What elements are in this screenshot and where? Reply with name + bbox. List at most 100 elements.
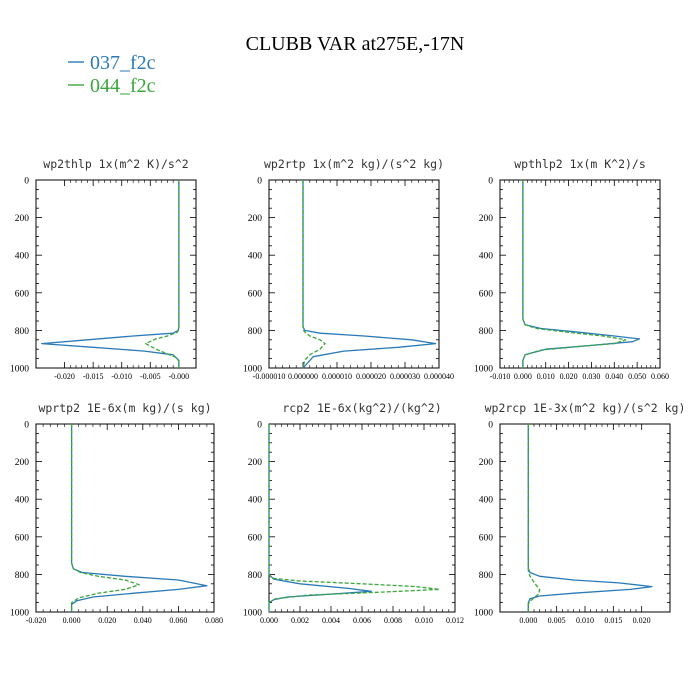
series-line-044_f2c xyxy=(268,424,441,612)
x-tick-label: -0.020 xyxy=(26,616,47,625)
y-tick-label: 800 xyxy=(248,571,263,581)
y-tick-label: 200 xyxy=(248,458,263,468)
y-tick-label: 1000 xyxy=(243,365,262,375)
y-tick-label: 400 xyxy=(15,252,30,262)
y-tick-label: 0 xyxy=(257,177,262,187)
x-tick-label: -0.010 xyxy=(111,372,132,381)
panel-title: wprtp2 1E-6x(m kg)/(s kg) xyxy=(38,401,211,415)
series-line-037_f2c xyxy=(302,180,437,369)
x-tick-label: 0.060 xyxy=(651,372,669,381)
panel-title: rcp2 1E-6x(kg^2)/(kg^2) xyxy=(282,401,441,415)
x-tick-label: 0.050 xyxy=(628,372,646,381)
y-tick-label: 400 xyxy=(15,496,30,506)
series-line-037_f2c xyxy=(70,424,208,612)
x-tick-label: 0.010 xyxy=(576,616,594,625)
x-tick-label: 0.000000 xyxy=(288,372,318,381)
x-tick-label: 0.020 xyxy=(98,616,116,625)
y-tick-label: 400 xyxy=(479,252,494,262)
panel-title: wp2rcp 1E-3x(m^2 kg)/(s^2 kg) xyxy=(485,401,686,415)
x-tick-label: 0.030 xyxy=(582,372,600,381)
y-tick-label: 200 xyxy=(479,458,494,468)
x-tick-label: 0.010 xyxy=(537,372,555,381)
series-line-044_f2c xyxy=(145,180,180,368)
x-tick-label: 0.000 xyxy=(63,616,81,625)
x-tick-label: 0.080 xyxy=(205,616,223,625)
panel-5: wp2rcp 1E-3x(m^2 kg)/(s^2 kg) 0 200 400 600 8… xyxy=(474,401,685,625)
x-tick-label: 0.004 xyxy=(322,616,340,625)
y-tick-label: 0 xyxy=(24,421,29,431)
panel-4: rcp2 1E-6x(kg^2)/(kg^2) 0 200 400 600 800 1000… xyxy=(243,401,464,625)
series-line-044_f2c xyxy=(70,424,140,612)
x-tick-label: -0.020 xyxy=(54,372,75,381)
x-tick-label: -0.000010 xyxy=(253,372,286,381)
panel-title: wp2rtp 1x(m^2 kg)/(s^2 kg) xyxy=(264,157,444,171)
y-tick-label: 800 xyxy=(479,327,494,337)
x-tick-label: 0.020 xyxy=(633,616,651,625)
figure-title: CLUBB VAR at275E,-17N xyxy=(246,33,465,55)
y-tick-label: 400 xyxy=(479,496,494,506)
x-tick-label: 0.040 xyxy=(134,616,152,625)
x-tick-label: 0.000 xyxy=(519,616,537,625)
x-tick-label: 0.000030 xyxy=(390,372,420,381)
y-tick-label: 600 xyxy=(479,533,494,543)
x-tick-label: 0.006 xyxy=(353,616,371,625)
panel-2: wpthlp2 1x(m K^2)/s 0 200 400 600 800 1000-0.0… xyxy=(474,157,669,381)
y-tick-label: 200 xyxy=(15,214,30,224)
y-tick-label: 600 xyxy=(15,533,30,543)
y-tick-label: 800 xyxy=(15,327,30,337)
y-tick-label: 200 xyxy=(248,214,263,224)
y-tick-label: 200 xyxy=(479,214,494,224)
y-tick-label: 0 xyxy=(24,177,29,187)
legend-label-037: 037_f2c xyxy=(90,52,156,74)
y-tick-label: 600 xyxy=(248,533,263,543)
x-tick-label: -0.010 xyxy=(490,372,511,381)
y-tick-label: 600 xyxy=(15,289,30,299)
x-tick-label: -0.015 xyxy=(83,372,104,381)
x-tick-label: 0.000 xyxy=(260,616,278,625)
plot-frame xyxy=(35,179,197,369)
panel-1: wp2rtp 1x(m^2 kg)/(s^2 kg)0 200 400 600 800 1… xyxy=(243,157,454,381)
panels: wp2thlp 1x(m^2 K)/s^202004006008001000-0… xyxy=(10,157,685,625)
x-tick-label: 0.020 xyxy=(560,372,578,381)
plot-frame xyxy=(35,423,215,613)
y-tick-label: 1000 xyxy=(243,609,262,619)
x-tick-label: 0.012 xyxy=(446,616,464,625)
series-line-044_f2c xyxy=(527,424,541,612)
y-tick-label: 800 xyxy=(479,571,494,581)
x-tick-label: 0.005 xyxy=(548,616,566,625)
plot-frame xyxy=(499,423,671,613)
x-tick-label: 0.000040 xyxy=(424,372,454,381)
y-tick-label: 0 xyxy=(488,177,493,187)
y-tick-label: 400 xyxy=(248,252,263,262)
x-tick-label: 0.008 xyxy=(384,616,402,625)
x-tick-label: -0.005 xyxy=(140,372,161,381)
panel-3: wprtp2 1E-6x(m kg)/(s kg) 0 200 400 600 800 10… xyxy=(10,401,223,625)
y-tick-label: 800 xyxy=(248,327,263,337)
x-tick-label: 0.015 xyxy=(604,616,622,625)
x-tick-label: -0.000 xyxy=(169,372,190,381)
series-line-037_f2c xyxy=(41,180,180,368)
x-tick-label: 0.040 xyxy=(605,372,623,381)
y-tick-label: 0 xyxy=(257,421,262,431)
series-line-037_f2c xyxy=(268,424,372,612)
y-tick-label: 0 xyxy=(488,421,493,431)
y-tick-label: 1000 xyxy=(474,609,493,619)
x-tick-label: 0.000010 xyxy=(322,372,352,381)
y-tick-label: 800 xyxy=(15,571,30,581)
x-tick-label: 0.000020 xyxy=(356,372,386,381)
x-tick-label: 0.000 xyxy=(514,372,532,381)
y-tick-label: 600 xyxy=(479,289,494,299)
x-tick-label: 0.010 xyxy=(415,616,433,625)
x-tick-label: 0.060 xyxy=(169,616,187,625)
y-tick-label: 600 xyxy=(248,289,263,299)
series-line-044_f2c xyxy=(302,180,326,369)
series-line-037_f2c xyxy=(527,424,653,612)
legend-label-044: 044_f2c xyxy=(90,75,156,97)
y-tick-label: 400 xyxy=(248,496,263,506)
y-tick-label: 1000 xyxy=(10,365,29,375)
panel-title: wp2thlp 1x(m^2 K)/s^2 xyxy=(43,157,188,171)
y-tick-label: 1000 xyxy=(10,609,29,619)
x-tick-label: 0.002 xyxy=(291,616,309,625)
y-tick-label: 200 xyxy=(15,458,30,468)
